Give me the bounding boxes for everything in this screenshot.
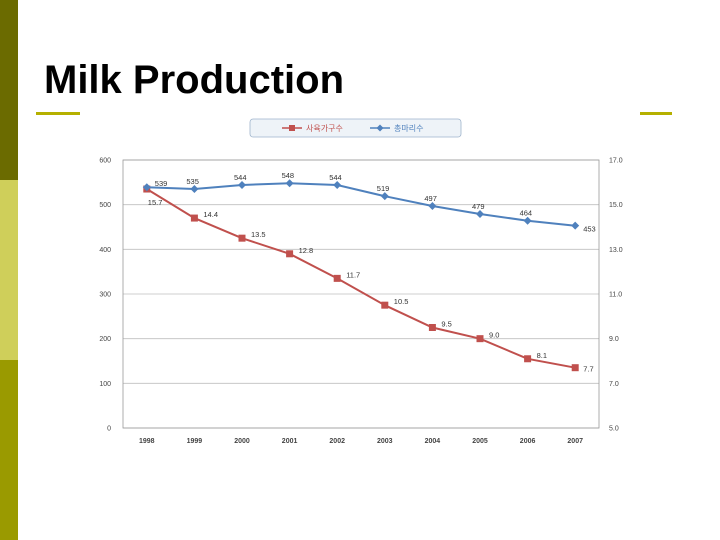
series-point: [238, 181, 246, 190]
data-label: 544: [234, 173, 247, 182]
x-axis-tick-label: 2000: [234, 438, 250, 445]
title-rule-left: [36, 112, 80, 115]
series-point: [571, 364, 579, 372]
series-point: [524, 355, 532, 363]
x-axis-tick-label: 2004: [425, 438, 441, 445]
data-label: 10.5: [394, 297, 409, 306]
series-point: [190, 185, 199, 194]
series-point: [428, 202, 437, 211]
x-axis-tick-label: 1998: [139, 438, 155, 445]
x-axis-tick-label: 2005: [472, 438, 488, 445]
left-axis-tick-label: 100: [99, 381, 111, 388]
data-label: 548: [282, 171, 295, 180]
data-label: 479: [472, 202, 485, 211]
left-axis-tick-label: 600: [99, 158, 111, 165]
data-label: 13.5: [251, 230, 266, 239]
left-axis-tick-label: 300: [99, 292, 111, 299]
series-point: [285, 179, 294, 188]
right-axis-tick-label: 15.0: [609, 202, 623, 209]
series-line: [146, 188, 576, 369]
series-point: [142, 183, 151, 192]
legend-label: 총마리수: [394, 124, 423, 133]
x-axis-tick-label: 2003: [377, 438, 393, 445]
series-line: [146, 182, 576, 227]
x-axis-tick-label: 2006: [520, 438, 536, 445]
series-point: [476, 335, 484, 343]
title-rule-right: [640, 112, 672, 115]
data-label: 539: [155, 179, 168, 188]
right-axis-tick-label: 9.0: [609, 336, 619, 343]
series-point: [333, 181, 342, 190]
data-label: 12.8: [299, 246, 314, 255]
series-point: [333, 274, 341, 282]
left-axis-tick-label: 500: [99, 202, 111, 209]
series-point: [286, 250, 294, 258]
series-point: [190, 214, 198, 222]
x-axis-tick-label: 2001: [282, 438, 298, 445]
series-point: [428, 324, 436, 331]
data-label: 453: [583, 225, 596, 234]
right-axis-tick-label: 13.0: [609, 247, 623, 254]
series-point: [571, 221, 580, 230]
data-label: 11.7: [346, 270, 360, 279]
series-point: [381, 301, 389, 309]
left-axis-tick-label: 0: [107, 426, 111, 433]
side-accent-band-top: [0, 0, 18, 180]
data-label: 15.7: [148, 198, 163, 207]
plot-area-border: [122, 159, 600, 429]
right-axis-tick-label: 17.0: [609, 158, 623, 165]
series-point: [238, 234, 246, 242]
data-label: 9.5: [441, 320, 451, 329]
x-axis-tick-label: 2002: [329, 438, 345, 445]
legend-swatch-marker: [289, 125, 295, 131]
series-point: [476, 210, 484, 219]
milk-production-chart: 600 17.0 500 15.0 400 13.0 300 11.0 200 9.0 100 7.0…: [99, 118, 623, 445]
data-label: 464: [520, 209, 533, 218]
data-label: 535: [186, 177, 199, 186]
data-label: 14.4: [203, 210, 218, 219]
data-label: 519: [377, 184, 390, 193]
legend-swatch-marker: [376, 124, 384, 132]
left-axis-tick-label: 200: [99, 336, 111, 343]
chart-legend: [249, 118, 462, 138]
side-accent-band-middle: [0, 180, 18, 360]
series-point: [523, 216, 532, 225]
x-axis-tick-label: 2007: [567, 438, 583, 445]
right-axis-tick-label: 11.0: [609, 292, 622, 299]
slide-title: Milk Production: [44, 58, 344, 102]
x-axis-tick-label: 1999: [187, 438, 203, 445]
side-accent-band-bottom: [0, 360, 18, 540]
data-label: 9.0: [489, 331, 499, 340]
legend-label: 사육가구수: [306, 124, 343, 133]
right-axis-tick-label: 5.0: [609, 426, 619, 433]
data-label: 497: [424, 194, 437, 203]
data-label: 8.1: [537, 351, 547, 360]
series-point: [380, 192, 389, 201]
data-label: 544: [329, 173, 342, 182]
left-axis-tick-label: 400: [99, 247, 111, 254]
right-axis-tick-label: 7.0: [609, 381, 619, 388]
data-label: 7.7: [583, 365, 593, 374]
